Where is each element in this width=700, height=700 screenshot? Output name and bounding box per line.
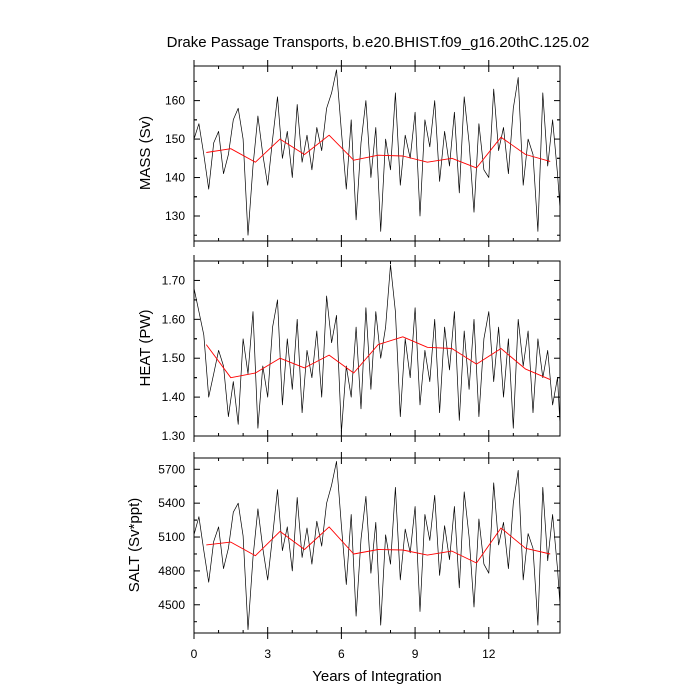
salt-series-annual-mean bbox=[206, 526, 551, 564]
mass-series-annual-mean bbox=[206, 134, 551, 169]
heat-y-axis-label: HEAT (PW) bbox=[137, 310, 154, 387]
salt-ytick-label: 5700 bbox=[158, 462, 185, 476]
salt-xtick-label: 12 bbox=[482, 647, 496, 661]
salt-ytick-label: 5400 bbox=[158, 496, 185, 510]
heat-series-monthly bbox=[193, 264, 561, 433]
salt-y-axis-label: SALT (Sv*ppt) bbox=[126, 498, 143, 592]
salt-plot-frame bbox=[193, 457, 561, 634]
heat-series-annual-mean bbox=[205, 336, 551, 381]
mass-y-axis-label: MASS (Sv) bbox=[137, 116, 154, 190]
heat-plot-frame bbox=[193, 260, 561, 437]
mass-ytick-label: 160 bbox=[165, 94, 185, 108]
heat-ytick-label: 1.70 bbox=[162, 273, 186, 287]
mass-ytick-label: 130 bbox=[165, 209, 185, 223]
panel-heat: 1.30 1.40 1.50 1.60 1.70 HEAT (PW) bbox=[137, 255, 561, 443]
salt-series-monthly bbox=[193, 461, 561, 630]
salt-ytick-label: 4800 bbox=[158, 564, 185, 578]
panel-salt: 4500 4800 5100 5400 5700 0 3 6 9 12 SALT (Sv*ppt) bbox=[126, 452, 561, 661]
mass-plot-frame bbox=[193, 65, 561, 242]
panel-mass: 130 140 150 160 MASS (Sv) bbox=[137, 60, 561, 247]
salt-xtick-label: 6 bbox=[338, 647, 345, 661]
chart-title: Drake Passage Transports, b.e20.BHIST.f0… bbox=[167, 34, 590, 51]
mass-ytick-label: 140 bbox=[165, 171, 185, 185]
x-axis-label: Years of Integration bbox=[312, 668, 442, 685]
salt-xtick-label: 0 bbox=[191, 647, 198, 661]
salt-xtick-label: 3 bbox=[264, 647, 271, 661]
salt-xtick-label: 9 bbox=[412, 647, 419, 661]
heat-ytick-label: 1.40 bbox=[162, 390, 186, 404]
heat-ytick-label: 1.50 bbox=[162, 351, 186, 365]
heat-ytick-label: 1.60 bbox=[162, 312, 186, 326]
salt-ytick-label: 4500 bbox=[158, 598, 185, 612]
salt-ytick-label: 5100 bbox=[158, 530, 185, 544]
mass-series-monthly bbox=[193, 69, 561, 236]
mass-ytick-label: 150 bbox=[165, 132, 185, 146]
heat-ytick-label: 1.30 bbox=[162, 429, 186, 443]
